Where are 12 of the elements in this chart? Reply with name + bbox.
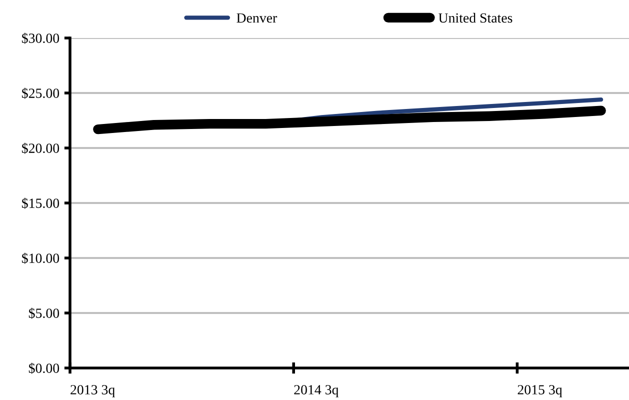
y-tick-label: $25.00	[22, 88, 60, 99]
y-tick-label: $5.00	[28, 308, 60, 319]
x-tick-label: 2015 3q	[518, 385, 562, 398]
x-tick-label: 2014 3q	[294, 385, 338, 398]
y-tick-label: $20.00	[22, 142, 60, 154]
y-tick-label: $10.00	[22, 252, 60, 264]
legend-label: United States	[438, 12, 512, 23]
legend-label: Denver	[236, 13, 278, 23]
y-tick-label: $30.00	[22, 32, 60, 44]
x-tick-label: 2013 3q	[70, 385, 115, 398]
y-tick-label: $0.00	[28, 362, 60, 374]
y-tick-label: $15.00	[22, 198, 60, 209]
